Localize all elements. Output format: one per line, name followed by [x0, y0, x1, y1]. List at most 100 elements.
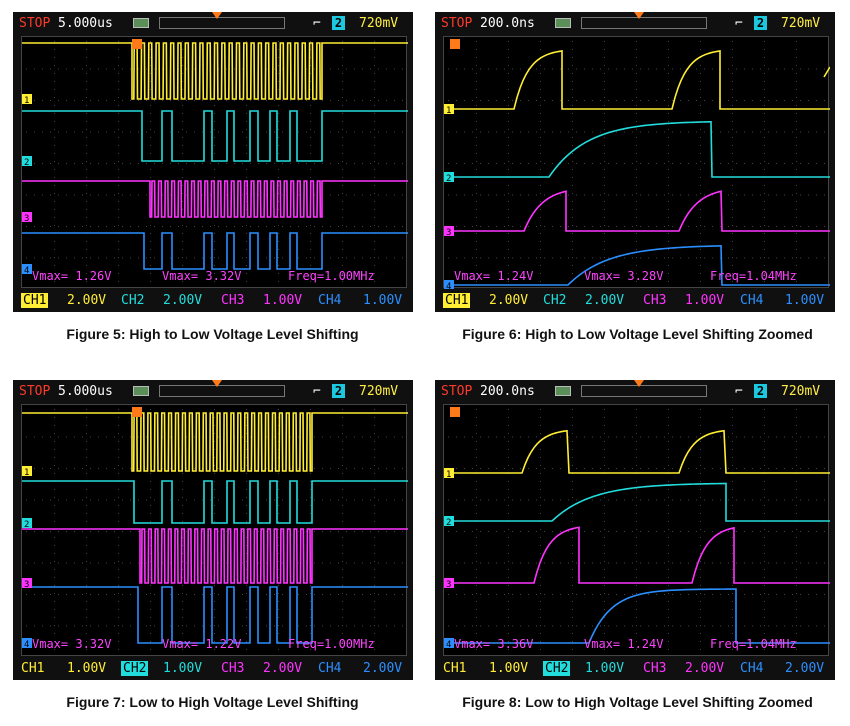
ch2-scale: 1.00V	[163, 661, 203, 676]
ch3-label[interactable]: CH3	[643, 661, 667, 676]
waveform-plot: 1 2 3 4	[444, 39, 830, 289]
trigger-position-icon	[634, 380, 644, 387]
ch4-scale: 1.00V	[785, 293, 825, 308]
scope-panel-fig7: STOP 5.000us ⌐ 2 720mV 1 2 3 4 Vmax= 3.32V …	[13, 380, 413, 680]
channel-settings-bar: CH1 2.00V CH2 2.00V CH3 1.00V CH4 1.00V	[13, 290, 413, 312]
trigger-edge-icon: ⌐	[313, 16, 321, 31]
svg-text:4: 4	[446, 640, 451, 650]
svg-text:1: 1	[446, 470, 451, 480]
trigger-edge-icon: ⌐	[735, 384, 743, 399]
ch1-label[interactable]: CH1	[443, 293, 471, 308]
trigger-source-badge: 2	[754, 16, 767, 30]
ch3-scale: 1.00V	[685, 293, 725, 308]
svg-text:1: 1	[24, 96, 29, 106]
ch4-scale: 1.00V	[363, 293, 403, 308]
trigger-position-icon	[212, 12, 222, 19]
run-stop-indicator[interactable]: STOP	[441, 16, 473, 31]
ch3-label[interactable]: CH3	[221, 293, 245, 308]
ch1-scale: 2.00V	[489, 293, 529, 308]
ch1-scale: 1.00V	[67, 661, 107, 676]
trigger-level-readout: 720mV	[359, 384, 399, 399]
scope-status-bar: STOP 5.000us ⌐ 2 720mV	[13, 380, 413, 404]
ch3-label[interactable]: CH3	[221, 661, 245, 676]
ch2-scale: 1.00V	[585, 661, 625, 676]
ch4-scale: 2.00V	[363, 661, 403, 676]
run-stop-indicator[interactable]: STOP	[19, 16, 51, 31]
trigger-source-badge: 2	[332, 384, 345, 398]
run-stop-indicator[interactable]: STOP	[19, 384, 51, 399]
trigger-position-icon	[634, 12, 644, 19]
ch2-label[interactable]: CH2	[121, 293, 145, 308]
battery-icon	[555, 386, 571, 396]
scope-status-bar: STOP 5.000us ⌐ 2 720mV	[13, 12, 413, 36]
channel-settings-bar: CH1 1.00V CH2 1.00V CH3 2.00V CH4 2.00V	[13, 658, 413, 680]
ch4-scale: 2.00V	[785, 661, 825, 676]
figure-caption: Figure 5: High to Low Voltage Level Shif…	[66, 326, 359, 342]
ch4-label[interactable]: CH4	[318, 293, 342, 308]
figure-caption: Figure 6: High to Low Voltage Level Shif…	[462, 326, 813, 342]
memory-buffer-bar	[159, 17, 285, 29]
waveform-plot: 1 2 3 4	[22, 407, 408, 650]
measurement-frequency: Freq=1.04MHz	[710, 637, 797, 651]
svg-text:1: 1	[446, 106, 451, 116]
scope-panel-fig8: STOP 200.0ns ⌐ 2 720mV 1 2 3 4 Vmax= 3.36V …	[435, 380, 835, 680]
trigger-position-icon	[212, 380, 222, 387]
measurement-ch2-vmax: Vmax= 3.28V	[584, 269, 664, 283]
ch3-scale: 2.00V	[685, 661, 725, 676]
svg-text:2: 2	[446, 518, 451, 528]
measurement-ch2-vmax: Vmax= 1.22V	[162, 637, 242, 651]
ch3-label[interactable]: CH3	[643, 293, 667, 308]
measurement-ch1-vmax: Vmax= 1.26V	[32, 269, 112, 283]
svg-text:3: 3	[446, 228, 451, 238]
svg-text:4: 4	[446, 282, 451, 289]
timebase-readout: 5.000us	[58, 384, 113, 399]
battery-icon	[133, 18, 149, 28]
svg-text:3: 3	[24, 214, 29, 224]
timebase-readout: 200.0ns	[480, 16, 535, 31]
waveform-display: 1 2 3 4 Vmax= 1.24V Vmax= 3.28V Freq=1.04MH…	[443, 36, 830, 289]
ch2-scale: 2.00V	[163, 293, 203, 308]
ch1-label[interactable]: CH1	[21, 293, 49, 308]
waveform-display: 1 2 3 4 Vmax= 1.26V Vmax= 3.32V Freq=1.00MH…	[21, 36, 408, 288]
trigger-level-readout: 720mV	[781, 384, 821, 399]
svg-text:2: 2	[446, 174, 451, 184]
svg-text:4: 4	[24, 266, 29, 276]
svg-text:2: 2	[24, 520, 29, 530]
measurement-ch2-vmax: Vmax= 1.24V	[584, 637, 664, 651]
svg-text:3: 3	[446, 580, 451, 590]
figure-caption: Figure 7: Low to High Voltage Level Shif…	[66, 694, 359, 710]
ch1-label[interactable]: CH1	[21, 661, 45, 676]
ch2-label[interactable]: CH2	[543, 661, 571, 676]
trigger-level-readout: 720mV	[359, 16, 399, 31]
measurement-ch1-vmax: Vmax= 1.24V	[454, 269, 534, 283]
ch2-label[interactable]: CH2	[121, 661, 149, 676]
ch3-scale: 2.00V	[263, 661, 303, 676]
ch1-scale: 1.00V	[489, 661, 529, 676]
svg-text:2: 2	[24, 158, 29, 168]
waveform-display: 1 2 3 4 Vmax= 3.36V Vmax= 1.24V Freq=1.04MH…	[443, 404, 830, 656]
ch2-label[interactable]: CH2	[543, 293, 567, 308]
measurement-frequency: Freq=1.00MHz	[288, 637, 375, 651]
ch4-label[interactable]: CH4	[318, 661, 342, 676]
ch2-scale: 2.00V	[585, 293, 625, 308]
timebase-readout: 5.000us	[58, 16, 113, 31]
waveform-plot: 1 2 3 4	[444, 407, 830, 650]
trigger-level-readout: 720mV	[781, 16, 821, 31]
scope-status-bar: STOP 200.0ns ⌐ 2 720mV	[435, 12, 835, 36]
memory-buffer-bar	[159, 385, 285, 397]
measurement-frequency: Freq=1.04MHz	[710, 269, 797, 283]
channel-settings-bar: CH1 1.00V CH2 1.00V CH3 2.00V CH4 2.00V	[435, 658, 835, 680]
measurement-ch1-vmax: Vmax= 3.32V	[32, 637, 112, 651]
ch4-label[interactable]: CH4	[740, 661, 764, 676]
measurement-frequency: Freq=1.00MHz	[288, 269, 375, 283]
memory-buffer-bar	[581, 385, 707, 397]
ch4-label[interactable]: CH4	[740, 293, 764, 308]
scope-panel-fig5: STOP 5.000us ⌐ 2 720mV 1 2 3 4 Vmax= 1.26V …	[13, 12, 413, 312]
ch1-scale: 2.00V	[67, 293, 107, 308]
figure-caption: Figure 8: Low to High Voltage Level Shif…	[462, 694, 813, 710]
svg-text:4: 4	[24, 640, 29, 650]
ch1-label[interactable]: CH1	[443, 661, 467, 676]
scope-status-bar: STOP 200.0ns ⌐ 2 720mV	[435, 380, 835, 404]
ch3-scale: 1.00V	[263, 293, 303, 308]
run-stop-indicator[interactable]: STOP	[441, 384, 473, 399]
